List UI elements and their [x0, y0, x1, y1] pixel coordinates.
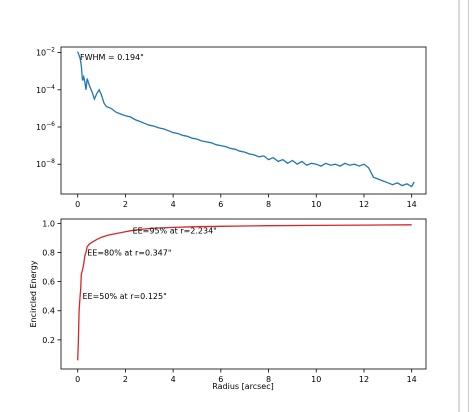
bottom-y-tick-label: 1.0 [42, 219, 55, 228]
psf-profile-axes: 0 2 4 6 8 10 12 14 10−2 10−4 10−6 10−8 FWHM = 0.19… [36, 46, 427, 209]
encircled-energy-line [77, 224, 412, 361]
top-x-tick-label: 10 [311, 200, 321, 209]
top-x-tick-label: 0 [75, 200, 80, 209]
ee-annotation: EE=95% at r=2.234" [133, 227, 217, 236]
ee-annotations: EE=50% at r=0.125" EE=80% at r=0.347" EE=9… [82, 227, 216, 302]
bottom-y-tick-label: 0.4 [42, 307, 55, 316]
top-x-tick-label: 2 [123, 200, 128, 209]
window-edge-inner [468, 0, 469, 412]
bottom-x-tick-label: 4 [171, 375, 176, 384]
bottom-y-tick-label: 0.6 [42, 278, 55, 287]
bottom-y-tick-label: 0.2 [42, 336, 55, 345]
bottom-x-tick-label: 12 [359, 375, 369, 384]
top-y-tick-label: 10−6 [36, 121, 55, 132]
top-y-ticks: 10−2 10−4 10−6 10−8 [36, 47, 61, 169]
bottom-x-tick-label: 6 [218, 375, 223, 384]
top-y-tick-label: 10−4 [36, 84, 55, 95]
bottom-x-tick-label: 8 [266, 375, 271, 384]
bottom-x-tick-label: 2 [123, 375, 128, 384]
top-y-tick-label: 10−2 [36, 47, 55, 58]
top-x-tick-label: 12 [359, 200, 369, 209]
top-y-tick-label: 10−8 [36, 158, 55, 169]
ee-annotation: EE=80% at r=0.347" [87, 248, 171, 257]
top-x-tick-label: 4 [171, 200, 176, 209]
top-x-tick-label: 8 [266, 200, 271, 209]
encircled-energy-axes: 0 2 4 6 8 10 12 14 0.2 0.4 0.6 0.8 1.0 EE=50% at r=… [29, 218, 427, 391]
bottom-y-ticks: 0.2 0.4 0.6 0.8 1.0 [42, 219, 61, 345]
bottom-x-tick-label: 14 [407, 375, 417, 384]
y-axis-label: Encircled Energy [29, 260, 38, 327]
window-edge [458, 0, 460, 412]
x-axis-label: Radius [arcsec] [212, 382, 274, 391]
psf-profile-line [77, 51, 415, 188]
bottom-x-ticks: 0 2 4 6 8 10 12 14 [75, 369, 417, 384]
top-x-ticks: 0 2 4 6 8 10 12 14 [75, 194, 417, 209]
bottom-x-tick-label: 10 [311, 375, 321, 384]
fwhm-annotation: FWHM = 0.194" [80, 53, 144, 62]
top-axes-frame [60, 46, 427, 195]
bottom-y-tick-label: 0.8 [42, 248, 55, 257]
bottom-axes-frame [60, 218, 427, 370]
top-x-tick-label: 6 [218, 200, 223, 209]
ee-annotation: EE=50% at r=0.125" [82, 292, 166, 301]
top-x-tick-label: 14 [407, 200, 417, 209]
bottom-x-tick-label: 0 [75, 375, 80, 384]
